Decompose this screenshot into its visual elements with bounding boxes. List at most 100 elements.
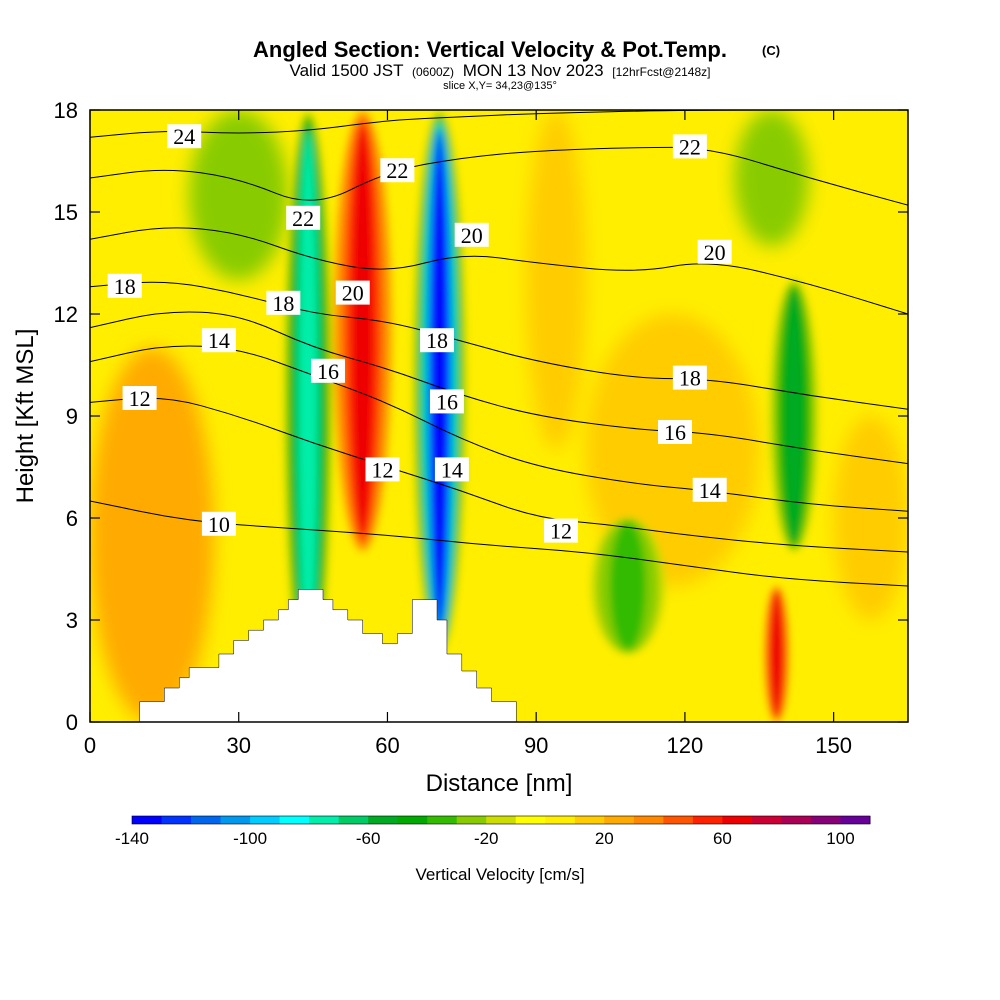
green-region-upper-left [189,110,289,280]
isentrope-label-text: 20 [704,240,726,265]
colorbar-swatch [604,816,635,824]
isentrope-label: 12 [122,386,157,411]
isentrope-label-box [429,389,464,414]
y-axis-label: Height [Kft MSL] [12,329,39,504]
isentrope-label-box [657,420,692,444]
field-bands [283,110,819,722]
colorbar-swatch [722,816,753,824]
subtitle-date: MON 13 Nov 2023 [463,61,604,80]
isentrope-label: 22 [672,134,707,159]
isentrope-label-box [167,124,202,149]
colorbar-tick-label: 100 [826,829,854,848]
isentrope-label-text: 18 [272,291,294,316]
isentrope-label-text: 16 [436,389,458,414]
downdraft-patch-level-4 [616,523,640,649]
isentrope-label-box [365,457,400,482]
isentrope-label-text: 24 [173,124,195,149]
isentrope-12 [90,397,908,553]
isentrope-label: 16 [657,420,692,445]
isentrope-label: 14 [201,328,236,353]
isentrope-label-text: 16 [317,359,339,384]
updraft-band-1-level-4 [352,127,373,535]
isentrope-label-box [107,273,142,298]
colorbar [131,815,871,825]
isentrope-label-box [380,158,415,183]
isentrope-label: 24 [167,124,202,149]
isentrope-label-text: 12 [129,386,151,411]
isentrope-label-text: 12 [371,457,393,482]
colorbar-tick-label: 60 [713,829,732,848]
isentrope-label: 14 [434,457,469,482]
colorbar-swatch [840,816,871,824]
isentrope-label: 10 [201,511,236,537]
x-tick-label: 60 [375,733,399,758]
terrain-layer [90,589,908,722]
colorbar-tick-label: -100 [233,829,267,848]
colorbar-tick-label: 20 [595,829,614,848]
y-tick-label: 9 [66,404,78,429]
colorbar-swatch [456,816,487,824]
isentrope-label-box [286,205,321,230]
isentrope-label-box [266,290,301,315]
colorbar-frame [131,815,871,825]
isentrope-label-text: 14 [441,457,463,482]
x-axis-label: Distance [nm] [426,770,573,797]
colorbar-swatch [368,816,399,824]
isentrope-label: 22 [380,158,415,183]
isentrope-label-text: 20 [461,223,483,248]
orange-region-right [833,416,908,620]
isentrope-20 [90,227,908,315]
isentrope-label-text: 10 [208,512,230,537]
isentrope-label-box [122,386,157,410]
y-tick-label: 3 [66,608,78,633]
orange-region-upper [526,110,586,450]
isentrope-label-text: 12 [550,519,572,544]
colorbar-swatch [427,816,458,824]
isentrope-label-text: 14 [208,328,230,353]
subtitle-valid: Valid 1500 JST [290,61,404,80]
isentrope-label-text: 16 [664,420,686,445]
colorbar-swatch [574,816,605,824]
chart-subtitle: Valid 1500 JST (0600Z) MON 13 Nov 2023 [… [290,61,711,80]
plot-area: 24 22 22 22 20 20 20 18 18 18 18 16 16 16 14 14 14 12 12 12… [90,110,908,722]
isentrope-label-box [697,239,732,264]
chart-title: Angled Section: Vertical Velocity & Pot.… [253,37,727,62]
isentrope-label-box [310,358,345,383]
isentrope-label: 18 [420,328,455,353]
isentrope-label-text: 22 [386,158,408,183]
updraft-band-2-level-4 [770,591,784,717]
isentrope-label: 12 [365,457,400,482]
x-tick-label: 120 [667,733,704,758]
isentrope-label: 18 [266,290,301,316]
isentrope-label-box [201,328,236,353]
colorbar-swatch [338,816,369,824]
y-tick-label: 6 [66,506,78,531]
colorbar-swatch [810,816,841,824]
isentrope-label-box [454,222,489,247]
downdraft-band-1-level-4 [299,133,318,665]
isentrope-label-box [201,511,236,536]
colorbar-swatch [397,816,428,824]
y-tick-label: 0 [66,710,78,735]
colorbar-swatch [486,816,517,824]
isentrope-label: 20 [335,280,370,306]
isentrope-labels: 24 22 22 22 20 20 20 18 18 18 18 16 16 16 14 14 14 12 12 12… [107,124,732,544]
colorbar-swatch [132,816,163,824]
isentrope-label-box [420,328,455,353]
colorbar-swatch [309,816,340,824]
y-tick-label: 18 [54,98,78,123]
isentrope-label-box [692,477,727,502]
y-axis-ticks: 0 3 6 9 12 15 18 [54,98,908,735]
x-tick-label: 0 [84,733,96,758]
x-tick-label: 150 [815,733,852,758]
colorbar-tick-label: -20 [474,829,499,848]
colorbar-ticks: -140 -100 -60 -20 20 60 100 [115,829,855,848]
isentrope-label-text: 22 [679,134,701,159]
isentrope-label-box [672,365,707,390]
subtitle-utc: (0600Z) [412,65,454,79]
isentrope-label: 20 [454,222,489,248]
isentrope-22 [90,146,908,206]
velocity-field [90,110,908,722]
isentrope-label: 18 [107,273,142,299]
